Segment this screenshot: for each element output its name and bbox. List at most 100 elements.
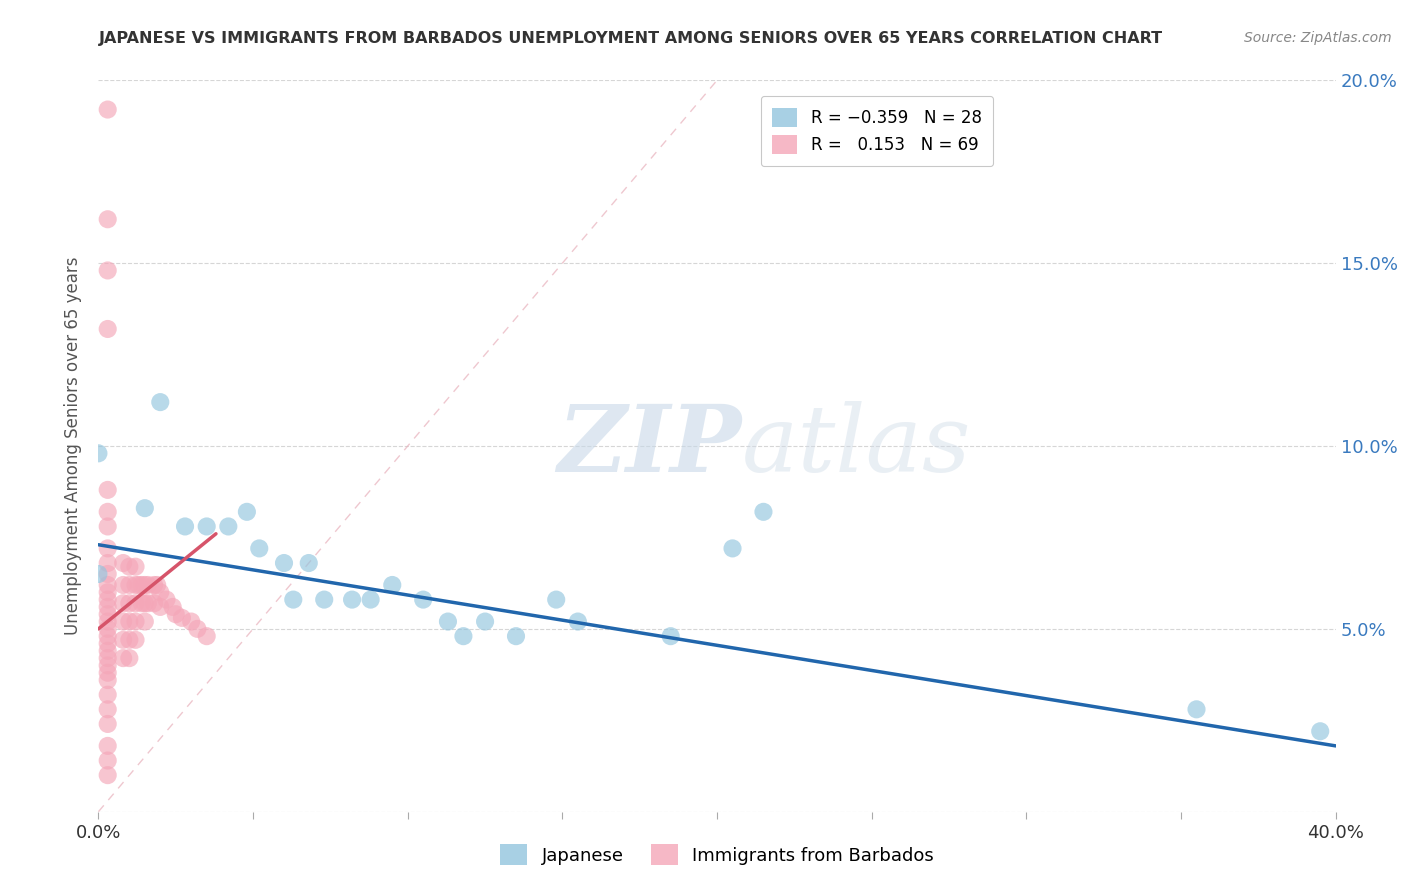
Point [131, 578, 153, 592]
Point [247, 541, 270, 556]
Point [134, 501, 156, 516]
Point [165, 607, 187, 622]
Point [97, 665, 120, 680]
Point [97, 673, 120, 687]
Point [134, 578, 156, 592]
Point [124, 559, 146, 574]
Point [87, 446, 110, 460]
Point [143, 596, 166, 610]
Point [97, 629, 120, 643]
Point [97, 483, 120, 497]
Point [567, 615, 589, 629]
Point [124, 596, 146, 610]
Point [174, 519, 197, 533]
Point [283, 592, 305, 607]
Point [195, 629, 218, 643]
Point [118, 578, 141, 592]
Point [298, 556, 321, 570]
Point [1185, 702, 1208, 716]
Point [97, 103, 120, 117]
Point [273, 556, 295, 570]
Point [112, 578, 135, 592]
Point [124, 632, 146, 647]
Point [360, 592, 382, 607]
Point [97, 688, 120, 702]
Point [721, 541, 744, 556]
Point [97, 585, 120, 599]
Point [149, 599, 172, 614]
Point [97, 263, 120, 277]
Point [97, 322, 120, 336]
Point [118, 651, 141, 665]
Point [195, 519, 218, 533]
Point [180, 615, 202, 629]
Point [87, 567, 110, 582]
Point [97, 592, 120, 607]
Point [155, 592, 177, 607]
Point [505, 629, 527, 643]
Point [97, 607, 120, 622]
Point [546, 592, 568, 607]
Point [97, 754, 120, 768]
Point [149, 585, 172, 599]
Point [97, 599, 120, 614]
Point [97, 644, 120, 658]
Point [112, 632, 135, 647]
Point [97, 505, 120, 519]
Point [112, 615, 135, 629]
Point [97, 702, 120, 716]
Point [752, 505, 775, 519]
Point [97, 651, 120, 665]
Point [97, 567, 120, 582]
Point [97, 556, 120, 570]
Point [146, 578, 169, 592]
Point [97, 578, 120, 592]
Point [340, 592, 363, 607]
Point [162, 599, 184, 614]
Point [97, 636, 120, 650]
Point [97, 768, 120, 782]
Point [134, 596, 156, 610]
Point [97, 622, 120, 636]
Point [118, 632, 141, 647]
Text: atlas: atlas [742, 401, 972, 491]
Point [170, 611, 193, 625]
Point [128, 578, 150, 592]
Point [97, 739, 120, 753]
Point [314, 592, 336, 607]
Point [136, 596, 159, 610]
Text: Source: ZipAtlas.com: Source: ZipAtlas.com [1244, 31, 1392, 45]
Point [124, 578, 146, 592]
Point [134, 615, 156, 629]
Point [143, 578, 166, 592]
Point [236, 505, 259, 519]
Text: ZIP: ZIP [558, 401, 742, 491]
Point [453, 629, 475, 643]
Point [136, 578, 159, 592]
Point [659, 629, 682, 643]
Point [118, 559, 141, 574]
Point [118, 615, 141, 629]
Point [149, 395, 172, 409]
Legend: Japanese, Immigrants from Barbados: Japanese, Immigrants from Barbados [494, 837, 941, 872]
Point [474, 615, 496, 629]
Point [112, 556, 135, 570]
Point [118, 596, 141, 610]
Point [97, 541, 120, 556]
Point [131, 596, 153, 610]
Point [186, 622, 208, 636]
Point [97, 519, 120, 533]
Point [97, 212, 120, 227]
Point [124, 615, 146, 629]
Y-axis label: Unemployment Among Seniors over 65 years: Unemployment Among Seniors over 65 years [65, 257, 83, 635]
Point [97, 717, 120, 731]
Point [217, 519, 239, 533]
Point [437, 615, 460, 629]
Point [97, 615, 120, 629]
Point [412, 592, 434, 607]
Point [112, 596, 135, 610]
Point [381, 578, 404, 592]
Point [112, 651, 135, 665]
Point [97, 658, 120, 673]
Point [1309, 724, 1331, 739]
